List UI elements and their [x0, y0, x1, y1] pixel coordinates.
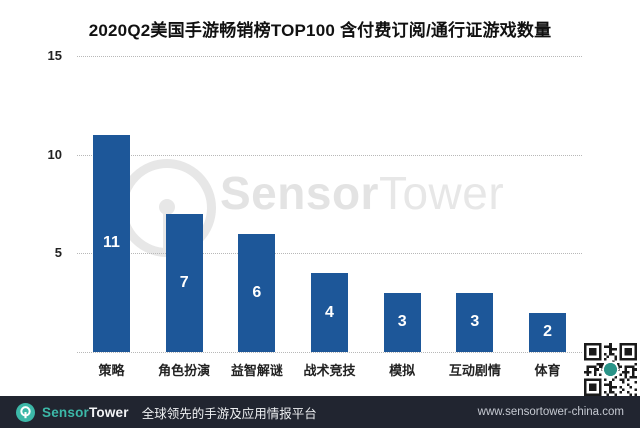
bar-value-label: 7 — [179, 273, 189, 291]
footer: SensorTower 全球领先的手游及应用情报平台 www.sensortow… — [0, 396, 640, 428]
x-axis-label: 互动剧情 — [448, 363, 501, 378]
bar-value-label: 3 — [470, 313, 480, 331]
bar — [238, 233, 276, 352]
watermark-brand-bold: Sensor — [220, 167, 379, 219]
bar — [311, 273, 348, 352]
bar — [165, 213, 203, 352]
footer-url[interactable]: www.sensortower-china.com — [477, 406, 624, 418]
x-axis-baseline — [77, 352, 582, 353]
footer-tagline: 全球领先的手游及应用情报平台 — [141, 406, 317, 421]
x-axis-label: 益智解谜 — [230, 363, 283, 378]
bar-value-label: 6 — [252, 283, 262, 301]
x-axis-label: 体育 — [534, 363, 561, 378]
bar-value-label: 2 — [543, 323, 552, 341]
x-axis-label: 策略 — [98, 363, 125, 378]
y-axis-tick-label: 5 — [54, 245, 62, 261]
x-axis-label: 模拟 — [389, 363, 416, 378]
bar — [529, 312, 567, 352]
bar-value-label: 3 — [397, 313, 407, 331]
chart-title: 2020Q2美国手游畅销榜TOP100 含付费订阅/通行证游戏数量 — [88, 21, 552, 40]
bar — [93, 134, 130, 352]
footer-brand-bold: Sensor — [42, 404, 89, 420]
footer-brand-group: SensorTower 全球领先的手游及应用情报平台 — [16, 402, 478, 422]
footer-brand-light: Tower — [88, 404, 129, 420]
x-axis-label: 角色扮演 — [158, 363, 211, 378]
y-axis-tick-label: 15 — [47, 48, 62, 63]
bar-value-label: 4 — [325, 303, 334, 321]
x-axis-label: 战术竞技 — [303, 363, 356, 378]
watermark-brand-light: Tower — [378, 167, 505, 219]
watermark-brand-text: SensorTower — [220, 166, 504, 220]
gridline — [77, 154, 582, 156]
qr-code — [584, 343, 637, 396]
bar — [383, 292, 421, 352]
gridline — [77, 56, 582, 57]
sensortower-logo-icon — [16, 402, 35, 422]
footer-brand-text: SensorTower — [42, 405, 129, 420]
bar-value-label: 11 — [103, 234, 120, 252]
y-axis-tick-label: 10 — [47, 146, 62, 162]
bar — [456, 292, 494, 352]
gridline — [77, 253, 582, 255]
